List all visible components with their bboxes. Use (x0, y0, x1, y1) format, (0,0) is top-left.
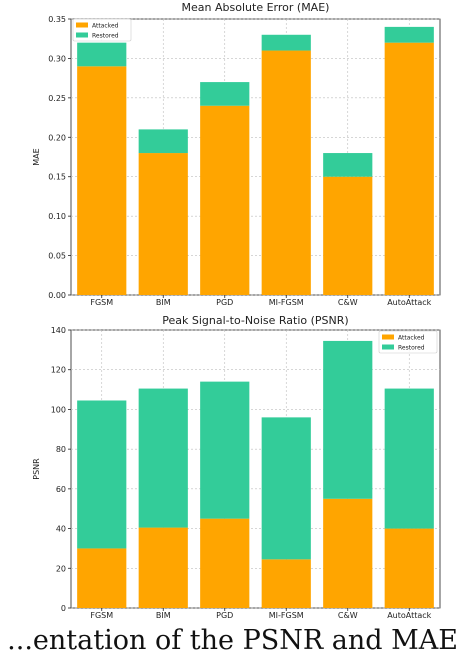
y-tick-label: 60 (56, 485, 66, 494)
bar-restored-c-w (323, 153, 373, 177)
bar-attacked-pgd (200, 105, 250, 295)
y-tick-label: 100 (51, 405, 66, 414)
bar-attacked-autoattack (384, 528, 434, 608)
bar-attacked-fgsm (77, 548, 127, 608)
legend-label-restored: Restored (398, 345, 425, 352)
bar-restored-bim (138, 129, 188, 154)
y-tick-label: 120 (51, 366, 66, 375)
legend-swatch-attacked (382, 334, 394, 340)
x-tick-label: BIM (156, 298, 171, 307)
y-axis-label: MAE (32, 148, 41, 165)
y-tick-label: 80 (56, 445, 66, 454)
y-tick-label: 0.15 (48, 173, 66, 182)
chart-title: Mean Absolute Error (MAE) (182, 1, 330, 14)
legend-swatch-restored (76, 32, 88, 38)
x-tick-label: AutoAttack (387, 611, 431, 620)
bar-restored-autoattack (384, 388, 434, 529)
x-tick-label: FGSM (90, 611, 113, 620)
legend-label-attacked: Attacked (92, 23, 119, 30)
x-tick-label: FGSM (90, 298, 113, 307)
y-tick-label: 0.10 (48, 212, 66, 221)
y-tick-label: 0.00 (48, 291, 66, 300)
chart-panel-1: 0.00 0.05 0.10 0.15 0.20 0.25 0.30 0.35 FGSM BIM P… (32, 1, 441, 307)
bar-restored-mi-fgsm (261, 34, 311, 51)
bar-attacked-mi-fgsm (261, 50, 311, 295)
x-tick-label: MI-FGSM (269, 298, 304, 307)
bar-restored-mi-fgsm (261, 417, 311, 560)
y-tick-label: 40 (56, 525, 66, 534)
y-tick-label: 0 (61, 604, 66, 613)
bar-attacked-pgd (200, 518, 250, 608)
x-tick-label: C&W (338, 298, 358, 307)
bar-restored-bim (138, 388, 188, 528)
y-tick-label: 0.35 (48, 15, 66, 24)
legend-label-restored: Restored (92, 33, 119, 40)
legend-swatch-restored (382, 344, 394, 350)
bar-restored-fgsm (77, 400, 127, 549)
bar-attacked-mi-fgsm (261, 559, 311, 608)
y-tick-label: 0.25 (48, 94, 66, 103)
x-tick-label: BIM (156, 611, 171, 620)
legend-label-attacked: Attacked (398, 335, 425, 342)
chart-title: Peak Signal-to-Noise Ratio (PSNR) (162, 314, 348, 327)
y-tick-label: 0.20 (48, 133, 66, 142)
bar-attacked-bim (138, 153, 188, 295)
x-tick-label: MI-FGSM (269, 611, 304, 620)
legend-swatch-attacked (76, 22, 88, 28)
caption-fragment: ...entation of the PSNR and MAE (7, 626, 458, 656)
bar-attacked-c-w (323, 176, 373, 295)
bar-restored-pgd (200, 381, 250, 519)
y-tick-label: 0.30 (48, 54, 66, 63)
x-tick-label: PGD (216, 611, 233, 620)
chart-panel-2: 0 20 40 60 80 100 120 140 FGSM BIM PGD MI-FGSM C&W Au… (32, 314, 441, 620)
bar-attacked-autoattack (384, 42, 434, 296)
bar-restored-pgd (200, 82, 250, 106)
bar-restored-autoattack (384, 26, 434, 43)
bar-attacked-fgsm (77, 66, 127, 295)
x-tick-label: C&W (338, 611, 358, 620)
y-tick-label: 0.05 (48, 252, 66, 261)
x-tick-label: PGD (216, 298, 233, 307)
y-tick-label: 20 (56, 564, 66, 573)
x-tick-label: AutoAttack (387, 298, 431, 307)
bar-restored-fgsm (77, 42, 127, 67)
bar-restored-c-w (323, 340, 373, 499)
y-tick-label: 140 (51, 326, 66, 335)
bar-attacked-c-w (323, 498, 373, 608)
bar-attacked-bim (138, 527, 188, 608)
y-axis-label: PSNR (32, 458, 41, 480)
